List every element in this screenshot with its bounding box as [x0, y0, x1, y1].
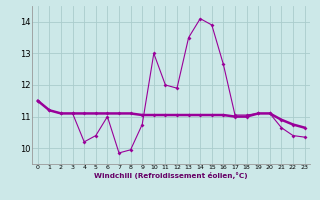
X-axis label: Windchill (Refroidissement éolien,°C): Windchill (Refroidissement éolien,°C): [94, 172, 248, 179]
